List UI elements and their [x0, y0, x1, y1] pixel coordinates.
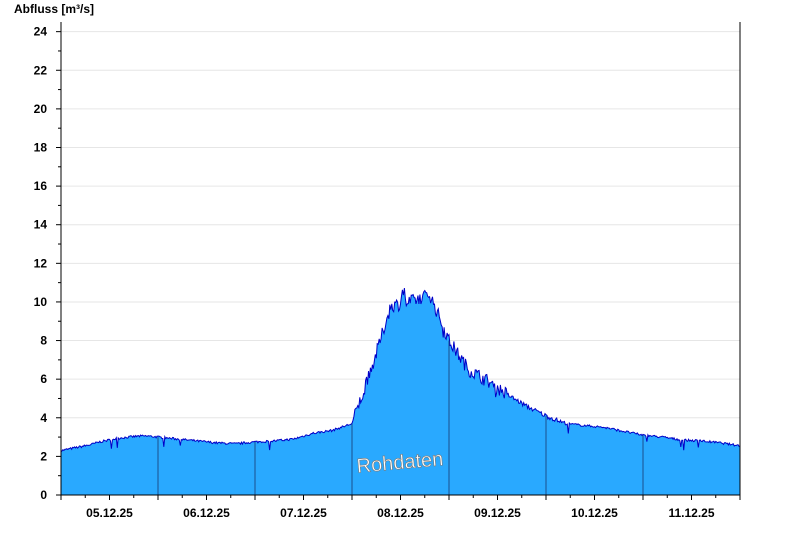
x-tick-label: 09.12.25: [474, 506, 521, 520]
y-tick-label: 24: [34, 25, 48, 39]
x-axis-ticks: 05.12.25 06.12.25 07.12.25 08.12.25 09.12.25…: [60, 495, 741, 520]
y-tick-label: 16: [34, 179, 48, 193]
y-tick-label: 4: [40, 411, 47, 425]
y-tick-label: 22: [34, 63, 48, 77]
y-tick-label: 10: [34, 295, 48, 309]
y-tick-label: 12: [34, 256, 48, 270]
x-tick-label: 06.12.25: [183, 506, 230, 520]
x-tick-label: 05.12.25: [86, 506, 133, 520]
discharge-area: [61, 288, 740, 495]
x-tick-label: 08.12.25: [377, 506, 424, 520]
x-tick-label: 07.12.25: [280, 506, 327, 520]
discharge-line: [60, 288, 741, 453]
y-tick-label: 20: [34, 102, 48, 116]
y-tick-label: 14: [34, 218, 48, 232]
y-tick-label: 2: [40, 449, 47, 463]
x-tick-label: 11.12.25: [668, 506, 714, 520]
y-tick-label: 18: [34, 140, 48, 154]
y-axis-label: Abfluss [m³/s]: [14, 2, 94, 16]
y-tick-label: 8: [40, 334, 47, 348]
y-tick-label: 6: [40, 372, 47, 386]
day-separator-lines: [157, 340, 644, 495]
y-tick-label: 0: [40, 488, 47, 502]
x-tick-label: 10.12.25: [571, 506, 618, 520]
